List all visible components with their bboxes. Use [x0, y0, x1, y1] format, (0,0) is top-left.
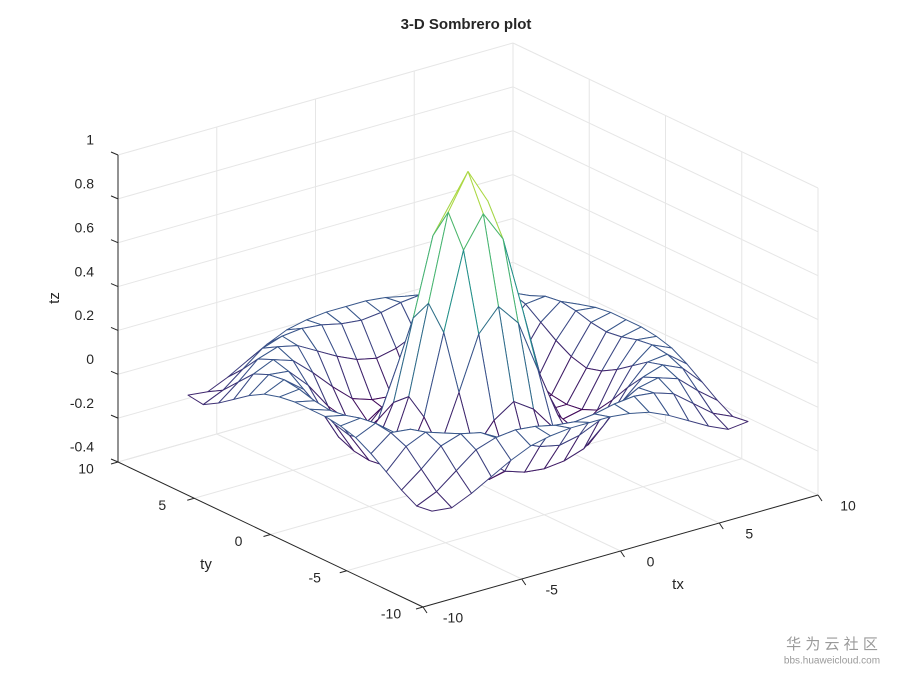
- y-tick-label: 0: [235, 533, 243, 549]
- z-tick: [110, 195, 119, 200]
- x-tick: [817, 494, 823, 502]
- z-tick-label: 1: [86, 132, 94, 148]
- z-tick: [110, 326, 119, 331]
- y-tick: [110, 461, 119, 465]
- z-tick: [110, 239, 119, 244]
- y-tick-label: 5: [158, 497, 166, 513]
- chart-title: 3-D Sombrero plot: [401, 16, 532, 33]
- x-axis-label: tx: [672, 576, 684, 593]
- z-tick-label: -0.4: [70, 439, 94, 455]
- z-tick: [110, 370, 119, 375]
- watermark-title: 华 为 云 社 区: [786, 636, 878, 653]
- x-tick: [521, 578, 527, 586]
- x-tick: [620, 550, 625, 558]
- y-tick: [415, 606, 424, 610]
- x-tick-label: -5: [546, 582, 559, 598]
- z-tick: [110, 151, 119, 156]
- x-tick: [422, 606, 428, 614]
- watermark-url: bbs.huaweicloud.com: [784, 656, 880, 667]
- x-tick-label: 5: [745, 526, 753, 542]
- z-tick: [110, 283, 119, 288]
- z-tick-label: -0.2: [70, 395, 94, 411]
- x-tick-label: -10: [443, 610, 463, 626]
- z-axis-label: tz: [46, 292, 63, 304]
- y-axis-label: ty: [200, 556, 212, 573]
- z-tick-label: 0.8: [75, 176, 95, 192]
- x-tick-label: 0: [647, 554, 655, 570]
- y-tick-label: 10: [78, 461, 94, 477]
- y-tick: [187, 497, 195, 501]
- y-tick: [339, 570, 347, 574]
- z-tick: [110, 414, 119, 419]
- mesh-face: [416, 491, 453, 512]
- grid-line: [346, 458, 742, 572]
- x-tick: [718, 522, 724, 530]
- y-tick-label: -10: [381, 606, 401, 622]
- z-tick-label: 0.4: [75, 263, 95, 279]
- z-tick-label: 0: [86, 351, 94, 367]
- z-tick-label: 0.6: [75, 219, 95, 235]
- x-tick-label: 10: [840, 498, 856, 514]
- y-tick: [263, 534, 271, 537]
- z-tick-label: 0.2: [75, 307, 95, 323]
- y-tick-label: -5: [309, 569, 322, 585]
- z-tick: [110, 458, 119, 463]
